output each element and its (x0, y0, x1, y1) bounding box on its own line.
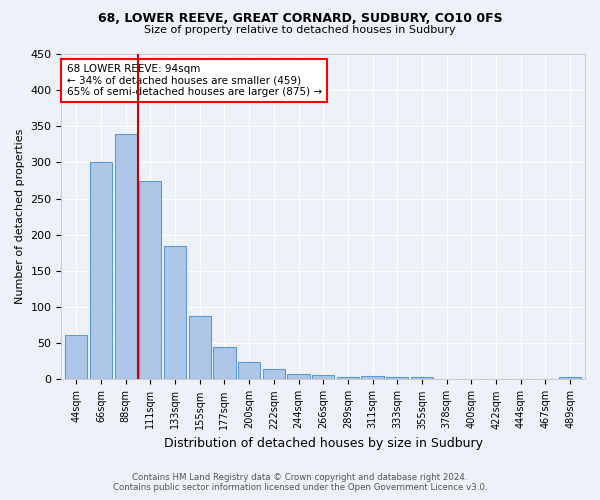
Bar (436, 378, 458, 380)
Bar (535, 378, 557, 380)
Bar (139, 182, 161, 380)
Text: Size of property relative to detached houses in Sudbury: Size of property relative to detached ho… (144, 25, 456, 35)
Bar (287, 374, 310, 380)
Text: 68, LOWER REEVE, GREAT CORNARD, SUDBURY, CO10 0FS: 68, LOWER REEVE, GREAT CORNARD, SUDBURY,… (98, 12, 502, 26)
Bar (164, 246, 186, 380)
X-axis label: Distribution of detached houses by size in Sudbury: Distribution of detached houses by size … (164, 437, 483, 450)
Bar (337, 378, 359, 380)
Bar (361, 376, 384, 380)
Bar (213, 347, 236, 380)
Bar (263, 370, 285, 380)
Text: Contains HM Land Registry data © Crown copyright and database right 2024.
Contai: Contains HM Land Registry data © Crown c… (113, 473, 487, 492)
Bar (312, 375, 334, 380)
Bar (238, 362, 260, 380)
Bar (411, 378, 433, 380)
Bar (65, 334, 88, 380)
Y-axis label: Number of detached properties: Number of detached properties (15, 129, 25, 304)
Bar (90, 162, 112, 380)
Bar (115, 134, 137, 380)
Bar (559, 376, 581, 380)
Bar (188, 316, 211, 380)
Bar (386, 376, 409, 380)
Bar (485, 378, 507, 380)
Text: 68 LOWER REEVE: 94sqm
← 34% of detached houses are smaller (459)
65% of semi-det: 68 LOWER REEVE: 94sqm ← 34% of detached … (67, 64, 322, 97)
